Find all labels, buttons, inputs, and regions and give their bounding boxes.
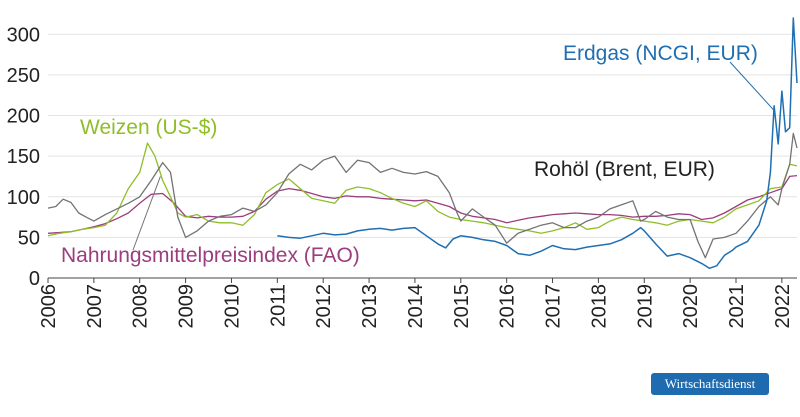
brand-badge: Wirtschaftsdienst: [651, 373, 769, 395]
x-tick-label: 2017: [543, 284, 565, 329]
x-tick-label: 2007: [84, 284, 106, 329]
x-tick-label: 2021: [726, 284, 748, 329]
x-tick-label: 2022: [772, 284, 794, 329]
x-tick-label: 2019: [634, 284, 656, 329]
series-lines: [47, 17, 798, 270]
x-tick-label: 2020: [680, 284, 702, 329]
x-tick-label: 2015: [451, 284, 473, 329]
y-tick-label: 300: [7, 24, 40, 46]
y-tick-label: 100: [7, 187, 40, 209]
x-tick-label: 2006: [38, 284, 60, 329]
label-nahrungsmittel: Nahrungsmittelpreisindex (FAO): [61, 244, 360, 267]
x-tick-label: 2010: [221, 284, 243, 329]
y-tick-label: 50: [18, 227, 40, 249]
x-tick-label: 2018: [588, 284, 610, 329]
label-connector-0: [132, 176, 161, 251]
series-line-0: [277, 17, 798, 270]
x-tick-label: 2008: [130, 284, 152, 329]
x-axis: 2006 2007 2008 2009 2010 2011 2012 2013 2014 2015…: [38, 278, 794, 329]
label-connectors: [132, 61, 776, 251]
y-axis: 0 50 100 150 200 250 300: [7, 24, 40, 290]
x-tick-label: 2016: [497, 284, 519, 329]
label-weizen: Weizen (US-$): [80, 116, 217, 139]
series-line-2: [47, 142, 798, 237]
x-tick-label: 2013: [359, 284, 381, 329]
x-tick-label: 2014: [405, 284, 427, 329]
series-line-1: [47, 132, 798, 259]
label-rohoel: Rohöl (Brent, EUR): [534, 158, 715, 181]
y-tick-label: 150: [7, 146, 40, 168]
y-tick-label: 250: [7, 65, 40, 87]
y-tick-label: 0: [29, 268, 40, 290]
label-connector-1: [729, 61, 776, 112]
label-erdgas: Erdgas (NCGI, EUR): [563, 42, 758, 65]
gridlines: [48, 33, 797, 279]
x-tick-label: 2011: [267, 284, 289, 327]
series-line-3: [47, 174, 798, 234]
y-tick-label: 200: [7, 106, 40, 128]
x-tick-label: 2012: [313, 284, 335, 329]
x-tick-label: 2009: [176, 284, 198, 329]
